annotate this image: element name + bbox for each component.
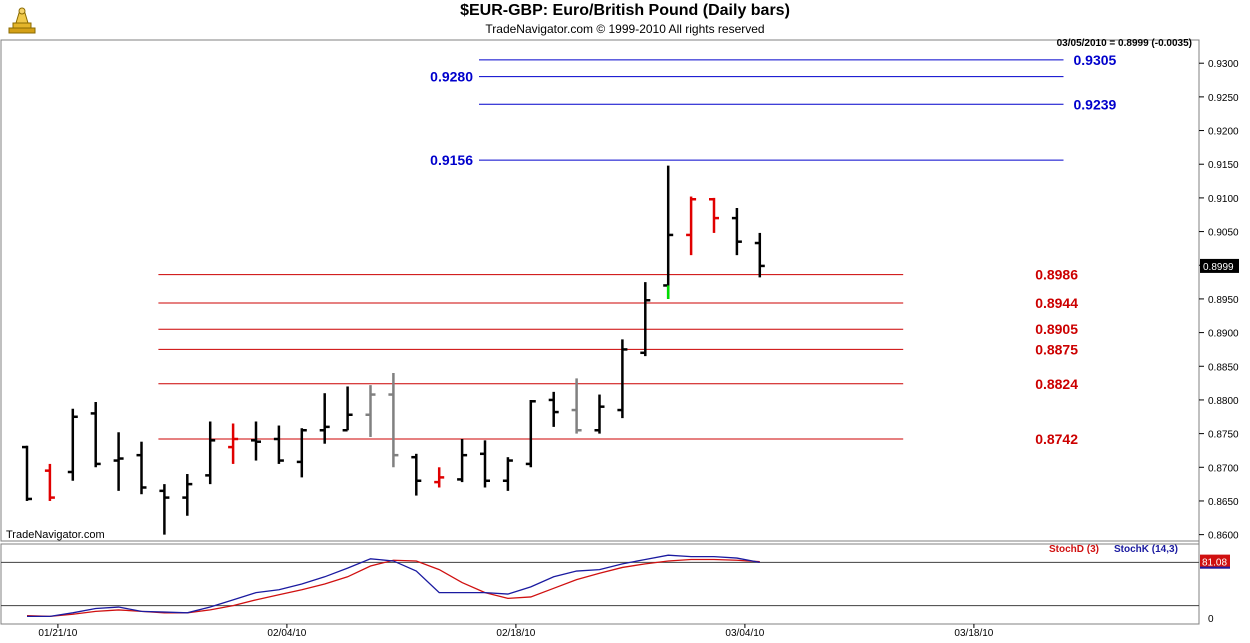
level-label-0.9156: 0.9156 <box>430 152 473 168</box>
price-bar <box>388 373 399 468</box>
level-label-0.8824: 0.8824 <box>1035 376 1078 392</box>
stoch-last-label: 81.08 <box>1202 558 1227 569</box>
price-tick-label: 0.8850 <box>1208 362 1239 373</box>
price-bar <box>457 439 468 483</box>
level-label-0.8944: 0.8944 <box>1035 295 1078 311</box>
stoch-last-box <box>1200 554 1230 569</box>
price-tick-label: 0.9200 <box>1208 127 1239 138</box>
stoch-tick-label: 0 <box>1208 614 1214 625</box>
price-bar <box>136 441 147 495</box>
price-bar <box>617 339 628 419</box>
stochk-legend: StochK (14,3) <box>1114 544 1178 555</box>
price-bar <box>594 394 605 434</box>
price-tick-label: 0.8800 <box>1208 396 1239 407</box>
price-bar <box>228 423 239 464</box>
level-label-0.8742: 0.8742 <box>1035 431 1078 447</box>
price-bar <box>525 399 536 468</box>
price-bar <box>319 393 330 444</box>
price-bar <box>411 453 422 496</box>
price-tick-label: 0.9300 <box>1208 59 1239 70</box>
price-tick-label: 0.8700 <box>1208 463 1239 474</box>
price-tick-label: 0.8600 <box>1208 531 1239 542</box>
price-bar <box>754 232 765 278</box>
level-label-0.8986: 0.8986 <box>1035 267 1078 283</box>
price-tick-label: 0.8900 <box>1208 329 1239 340</box>
price-tick-label: 0.9150 <box>1208 160 1239 171</box>
price-axis-ticks: 0.93000.92500.92000.91500.91000.90500.90… <box>1199 59 1239 542</box>
trade-navigator-logo-icon <box>6 4 38 36</box>
level-label-0.8875: 0.8875 <box>1035 341 1078 357</box>
level-label-0.9239: 0.9239 <box>1074 96 1117 112</box>
stoch-series-line <box>27 554 760 618</box>
date-tick-label: 02/18/10 <box>496 628 535 639</box>
price-bar <box>44 463 55 501</box>
watermark-text: TradeNavigator.com <box>6 529 105 541</box>
price-bar <box>342 386 353 432</box>
price-tick-label: 0.9050 <box>1208 228 1239 239</box>
level-lines: 0.9305 0.9280 0.9239 0.9156 0.8986 0.8944 0.89… <box>158 52 1117 447</box>
price-bar <box>709 197 719 233</box>
date-tick-label: 02/04/10 <box>267 628 306 639</box>
price-bar <box>273 425 284 464</box>
price-bar <box>434 467 445 488</box>
price-panel <box>0 39 1200 542</box>
date-axis-ticks: 01/21/10 02/04/10 02/18/10 03/04/10 03/18/10 <box>38 624 994 639</box>
price-bar <box>663 165 674 299</box>
price-bar <box>686 196 697 256</box>
last-quote-readout: 03/05/2010 = 0.8999 (-0.0035) <box>1056 38 1192 49</box>
price-bar <box>182 474 193 516</box>
price-bar <box>113 432 124 491</box>
level-label-0.9280: 0.9280 <box>430 69 473 85</box>
price-tick-label: 0.8950 <box>1208 295 1239 306</box>
price-bar <box>90 401 101 468</box>
price-tick-label: 0.9250 <box>1208 93 1239 104</box>
price-tick-label: 0.9100 <box>1208 194 1239 205</box>
price-bar <box>296 428 307 478</box>
price-bar <box>731 208 742 256</box>
price-bar <box>67 408 78 481</box>
price-bar <box>159 484 170 535</box>
chart-subtitle: TradeNavigator.com © 1999-2010 All right… <box>485 22 765 36</box>
price-tick-label: 0.8750 <box>1208 430 1239 441</box>
date-tick-label: 03/18/10 <box>954 628 993 639</box>
price-bar <box>365 385 376 437</box>
price-bar <box>640 282 651 357</box>
date-tick-label: 03/04/10 <box>725 628 764 639</box>
stochastic-lines: 081.08 <box>1 554 1230 625</box>
price-bar <box>548 391 559 427</box>
level-label-0.9305: 0.9305 <box>1074 52 1117 68</box>
level-label-0.8905: 0.8905 <box>1035 321 1078 337</box>
date-tick-label: 01/21/10 <box>38 628 77 639</box>
chart-title: $EUR-GBP: Euro/British Pound (Daily bars… <box>460 2 790 19</box>
price-bar <box>22 445 32 501</box>
price-bar <box>251 421 261 461</box>
price-bars <box>22 165 765 535</box>
price-bar <box>205 421 216 485</box>
price-tick-label: 0.8650 <box>1208 497 1239 508</box>
price-bar <box>480 440 490 488</box>
price-bar <box>502 457 513 491</box>
stochd-legend: StochD (3) <box>1049 544 1099 555</box>
price-bar <box>571 378 582 434</box>
last-price-label: 0.8999 <box>1203 262 1234 273</box>
last-price-box <box>1200 258 1239 273</box>
